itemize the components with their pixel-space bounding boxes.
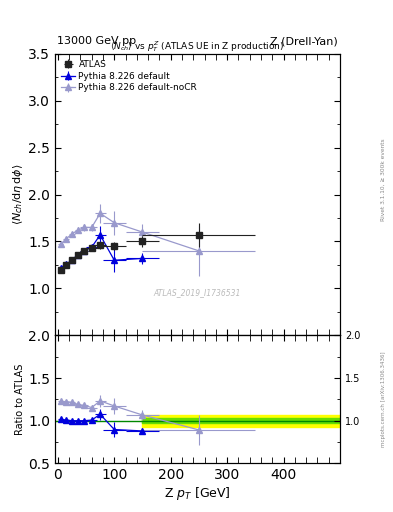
Y-axis label: Ratio to ATLAS: Ratio to ATLAS: [15, 364, 26, 435]
X-axis label: Z $p_{T}$ [GeV]: Z $p_{T}$ [GeV]: [164, 485, 231, 502]
Text: Rivet 3.1.10, ≥ 300k events: Rivet 3.1.10, ≥ 300k events: [381, 138, 386, 221]
Text: mcplots.cern.ch [arXiv:1306.3436]: mcplots.cern.ch [arXiv:1306.3436]: [381, 352, 386, 447]
Text: ATLAS_2019_I1736531: ATLAS_2019_I1736531: [154, 289, 241, 297]
Text: 13000 GeV pp: 13000 GeV pp: [57, 36, 136, 46]
Legend: ATLAS, Pythia 8.226 default, Pythia 8.226 default-noCR: ATLAS, Pythia 8.226 default, Pythia 8.22…: [59, 58, 199, 94]
Y-axis label: $\langle N_{ch}/\mathrm{d}\eta\,\mathrm{d}\phi\rangle$: $\langle N_{ch}/\mathrm{d}\eta\,\mathrm{…: [11, 164, 26, 225]
Title: $\langle N_{ch}\rangle$ vs $p^{Z}_{T}$ (ATLAS UE in Z production): $\langle N_{ch}\rangle$ vs $p^{Z}_{T}$ (…: [110, 39, 285, 54]
Text: Z (Drell-Yan): Z (Drell-Yan): [270, 36, 338, 46]
